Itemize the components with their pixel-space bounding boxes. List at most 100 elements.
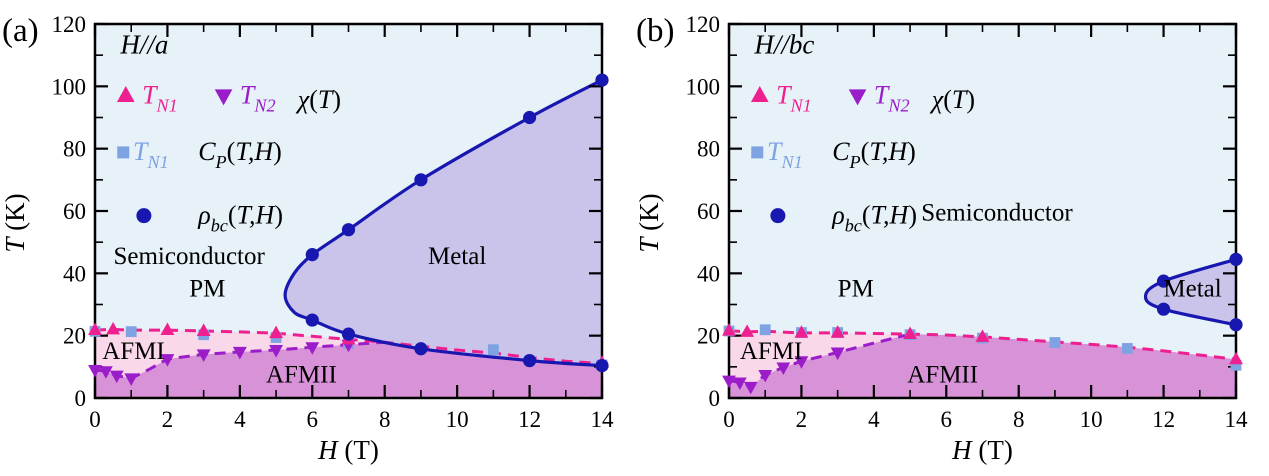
y-tick-label: 20 <box>697 324 720 349</box>
series-tn1_cp-marker <box>487 344 499 356</box>
series-tn1_chi-marker <box>88 322 102 336</box>
legend-marker-tn1-chi <box>750 86 769 102</box>
region-label-afmii: AFMII <box>907 361 978 388</box>
legend-tn1-cp-label: TN1 <box>133 137 169 172</box>
series-tn1_chi-marker <box>160 322 175 336</box>
x-tick-label: 10 <box>446 407 469 432</box>
series-rho_bc-marker <box>522 110 537 125</box>
region-label-afmi: AFMI <box>102 338 165 365</box>
legend-cp-method-label: CP(T,H) <box>198 137 282 172</box>
series-tn1_chi-marker <box>722 323 736 336</box>
y-tick-label: 120 <box>52 12 87 37</box>
legend-tn2-chi-label: TN2 <box>240 80 276 115</box>
x-tick-label: 2 <box>162 407 174 432</box>
series-tn2_chi-marker <box>743 381 758 395</box>
region-label-afmi: AFMI <box>740 338 803 365</box>
y-tick-label: 20 <box>63 324 86 349</box>
series-rho_bc-marker <box>595 73 609 87</box>
series-rho_bc-line <box>283 78 603 368</box>
region-label-metal: Metal <box>428 243 486 270</box>
series-tn2_chi-marker <box>88 365 102 378</box>
x-tick-label: 2 <box>796 407 808 432</box>
x-tick-label: 8 <box>379 407 391 432</box>
series-rho_bc-marker <box>595 358 609 373</box>
panel-b-chart: 0 2 4 6 8 10 12 14 0 20 40 60 80 100 120 H (T) T (K) (b) H… <box>634 12 1248 465</box>
series-tn2_chi-marker <box>305 342 320 355</box>
y-tick-label: 100 <box>52 74 87 99</box>
series-rho_bc-marker <box>522 354 537 368</box>
series-tn1_cp-marker <box>1230 359 1242 371</box>
x-axis-title: H (T) <box>951 435 1013 465</box>
series-tn1_cp-marker <box>759 324 771 336</box>
series-tn2_chi-marker <box>776 362 791 376</box>
panel-label: (b) <box>636 13 674 49</box>
legend-chi-method-label: χ(T) <box>929 85 975 114</box>
legend-marker-tn1-cp <box>751 146 764 159</box>
legend-marker-tn1-cp <box>117 146 130 159</box>
series-tn2_chi-marker <box>269 345 284 358</box>
y-tick-label: 120 <box>686 12 721 37</box>
series-tn1_chi-marker <box>830 325 845 338</box>
region-label-semiconductor: Semiconductor <box>113 243 265 270</box>
region-label-pm: PM <box>189 276 225 303</box>
series-tn1_chi-marker <box>903 326 918 340</box>
x-axis-title: H (T) <box>317 435 379 465</box>
region-label-semiconductor: Semiconductor <box>921 199 1073 226</box>
series-rho_bc-marker <box>305 248 319 262</box>
region-afmii <box>729 334 1236 398</box>
legend-marker-tn2-chi <box>848 89 867 106</box>
x-tick-label: 0 <box>723 407 735 432</box>
legend-marker-tn2-chi <box>214 89 233 106</box>
series-rho_bc-marker <box>1229 318 1243 332</box>
series-tn1_chi-marker <box>794 325 809 338</box>
region-label-pm: PM <box>838 276 874 303</box>
series-rho_bc-marker <box>341 327 356 341</box>
series-tn1_chi-marker <box>269 325 284 339</box>
x-tick-label: 10 <box>1080 407 1103 432</box>
x-tick-label: 14 <box>591 407 615 432</box>
region-metal <box>285 80 602 366</box>
series-tn1_chi-marker <box>106 321 121 335</box>
series-rho_bc-marker <box>1229 252 1243 266</box>
y-tick-label: 80 <box>63 137 86 162</box>
series-rho_bc-marker <box>341 223 356 237</box>
series-tn1_cp-marker <box>1121 343 1133 354</box>
series-tn1_chi-marker <box>740 324 755 337</box>
series-tn2_chi-marker <box>794 356 809 369</box>
y-tick-label: 100 <box>686 74 721 99</box>
y-tick-label: 0 <box>75 386 87 411</box>
series-rho_bc-marker <box>414 342 428 356</box>
legend-tn1-chi-label: TN1 <box>142 80 178 115</box>
legend-rho-method-label: ρbc(T,H) <box>831 200 917 235</box>
legend-marker-tn1-chi <box>116 86 135 102</box>
region-label-afmii: AFMII <box>266 361 337 388</box>
series-tn2_chi-marker <box>124 373 139 386</box>
y-axis-title: T (K) <box>634 193 664 252</box>
x-tick-label: 6 <box>941 407 953 432</box>
x-tick-label: 4 <box>868 407 880 432</box>
series-tn2_chi-marker <box>232 346 247 360</box>
series-tn2_chi-marker <box>732 377 747 391</box>
y-axis-title: T (K) <box>0 193 30 252</box>
panel-a-chart: 0 2 4 6 8 10 12 14 0 20 40 60 80 100 120 H (T) T (K) (a) H… <box>0 12 615 465</box>
series-tn1_chi-line <box>728 329 1237 361</box>
series-rho_bc-marker <box>305 313 319 327</box>
series-rho_bc-marker <box>1156 274 1171 288</box>
legend-rho-method-label: ρbc(T,H) <box>197 200 283 235</box>
series-tn1_cp-marker <box>1049 337 1061 348</box>
series-tn2_chi-marker <box>758 369 773 383</box>
x-tick-label: 6 <box>307 407 319 432</box>
series-rho_bc-marker <box>1156 302 1171 316</box>
legend-marker-rho <box>136 208 152 224</box>
y-tick-label: 60 <box>63 199 86 224</box>
series-tn2_chi-marker <box>109 370 124 384</box>
region-label-metal: Metal <box>1163 276 1221 303</box>
region-afmi <box>95 329 385 379</box>
y-tick-label: 0 <box>709 386 721 411</box>
x-tick-label: 12 <box>1152 407 1175 432</box>
series-tn1_chi-marker <box>975 329 990 342</box>
field-direction-label: H//bc <box>753 30 814 60</box>
y-tick-label: 40 <box>63 261 86 286</box>
x-tick-label: 4 <box>234 407 246 432</box>
